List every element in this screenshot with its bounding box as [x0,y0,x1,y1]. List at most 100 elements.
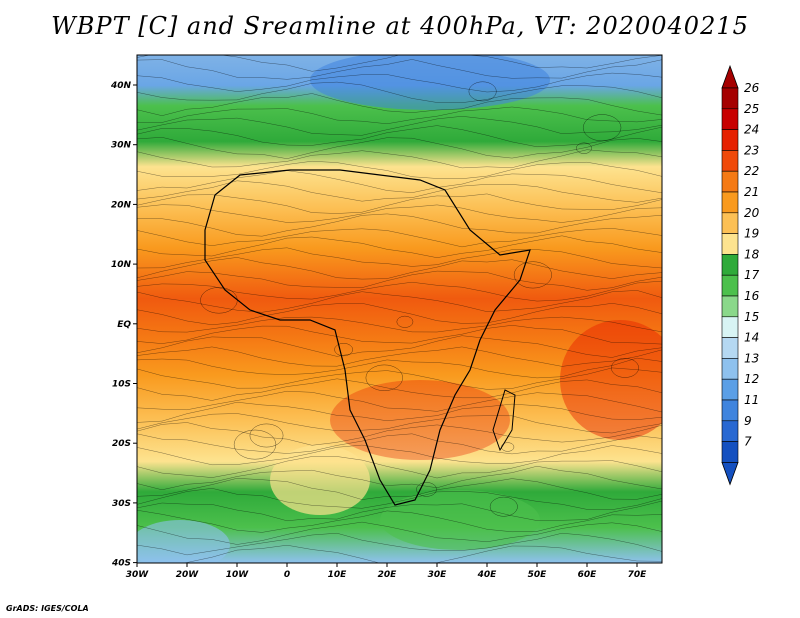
colorbar-label: 12 [744,372,759,386]
streamline [137,478,662,500]
colorbar: 26 25 24 23 22 21 20 19 18 17 16 15 14 13 12 11 9 7 [721,64,760,486]
streamline [137,55,662,72]
streamline-vortex [468,81,497,102]
streamline-vortex [611,358,639,378]
lat-tick-label: 10N [111,260,132,270]
streamline [137,544,662,563]
streamline [137,390,662,413]
streamline [137,106,662,125]
streamline [137,170,662,194]
lat-tick-label: 20N [111,200,132,210]
lon-tick-label: 0 [284,570,290,580]
colorbar-label: 14 [744,331,759,345]
colorbar-segment [721,337,739,359]
streamline [137,204,662,223]
streamline [137,500,662,522]
streamline [137,72,662,93]
lat-tick-label: 30S [112,499,131,509]
latitude-axis: 40N 30N 20N 10N EQ 10S 20S 30S 40S [110,81,137,569]
colorbar-label: 18 [744,247,760,261]
streamline [137,325,662,345]
colorbar-label: 9 [744,414,752,428]
streamline [137,228,662,248]
colorbar-segment [721,191,739,214]
africa-coastline [204,169,531,506]
streamline-vortex [416,482,437,497]
streamline [137,456,662,479]
lon-tick-label: 70E [628,570,648,580]
streamline [137,125,662,148]
streamline-vortex [582,114,622,142]
streamline-vortex [396,315,414,328]
colorbar-top-arrow [721,64,739,89]
chart-title: WBPT [C] and Sreamline at 400hPa, VT: 20… [51,12,749,40]
colorbar-segment [721,378,739,401]
streamline [137,378,662,401]
lon-tick-label: 30E [428,570,448,580]
streamline [137,357,662,379]
streamline-vortex [249,423,284,448]
colorbar-segment [721,399,739,422]
streamline [137,137,662,159]
streamline-vortex [334,343,353,357]
colorbar-segment [721,150,739,172]
streamlines [137,55,662,563]
streamline-vortex [233,429,277,460]
lat-tick-label: 40N [110,81,132,91]
streamline-vortex [489,496,518,517]
colorbar-bottom-arrow [721,461,739,486]
credit-text: GrADS: IGES/COLA [6,604,89,613]
streamline [137,235,662,258]
colorbar-label: 26 [744,81,760,95]
colorbar-label: 17 [744,268,760,282]
lon-tick-label: 40E [477,570,498,580]
streamline [137,93,662,116]
colorbar-label: 15 [744,310,759,324]
streamline [137,257,662,280]
streamline [137,367,662,390]
streamline [137,532,662,556]
lat-tick-label: 10S [112,380,131,390]
colorbar-label: 20 [744,206,760,220]
colorbar-segment [721,233,739,255]
streamline [137,465,662,491]
streamline [137,149,662,169]
streamline [137,401,662,423]
colorbar-segment [721,441,739,463]
lon-tick-label: 10W [226,570,250,580]
streamline [137,346,662,367]
streamline-vortex [365,364,403,391]
colorbar-label: 25 [744,102,759,116]
colorbar-segment [721,170,739,193]
streamline [137,509,662,533]
streamline [137,280,662,302]
streamline [137,488,662,510]
streamline [137,433,662,455]
colorbar-segment [721,87,739,110]
colorbar-label: 7 [744,435,752,449]
streamline [137,290,662,313]
streamline [137,213,662,237]
streamline [137,247,662,269]
plot-frame [136,54,663,564]
streamline-vortex [576,142,592,154]
streamline [137,270,662,291]
lon-tick-label: 60E [578,570,598,580]
colorbar-label: 24 [744,123,759,137]
temperature-field [137,55,662,563]
streamline [137,193,662,214]
colorbar-segment [721,295,739,318]
colorbar-label: 22 [744,164,759,178]
colorbar-segment [721,274,739,297]
lon-tick-label: 20W [176,570,200,580]
madagascar-coastline [492,389,516,452]
longitude-axis: 30W 20W 10W 0 10E 20E 30E 40E 50E 60E 70E [126,563,647,580]
colorbar-label: 23 [744,143,759,157]
streamline [137,335,662,358]
streamline [137,116,662,136]
lon-tick-label: 30W [126,570,150,580]
colorbar-label: 16 [744,289,760,303]
streamline [137,444,662,466]
colorbar-label: 19 [744,227,759,241]
streamline [137,303,662,326]
